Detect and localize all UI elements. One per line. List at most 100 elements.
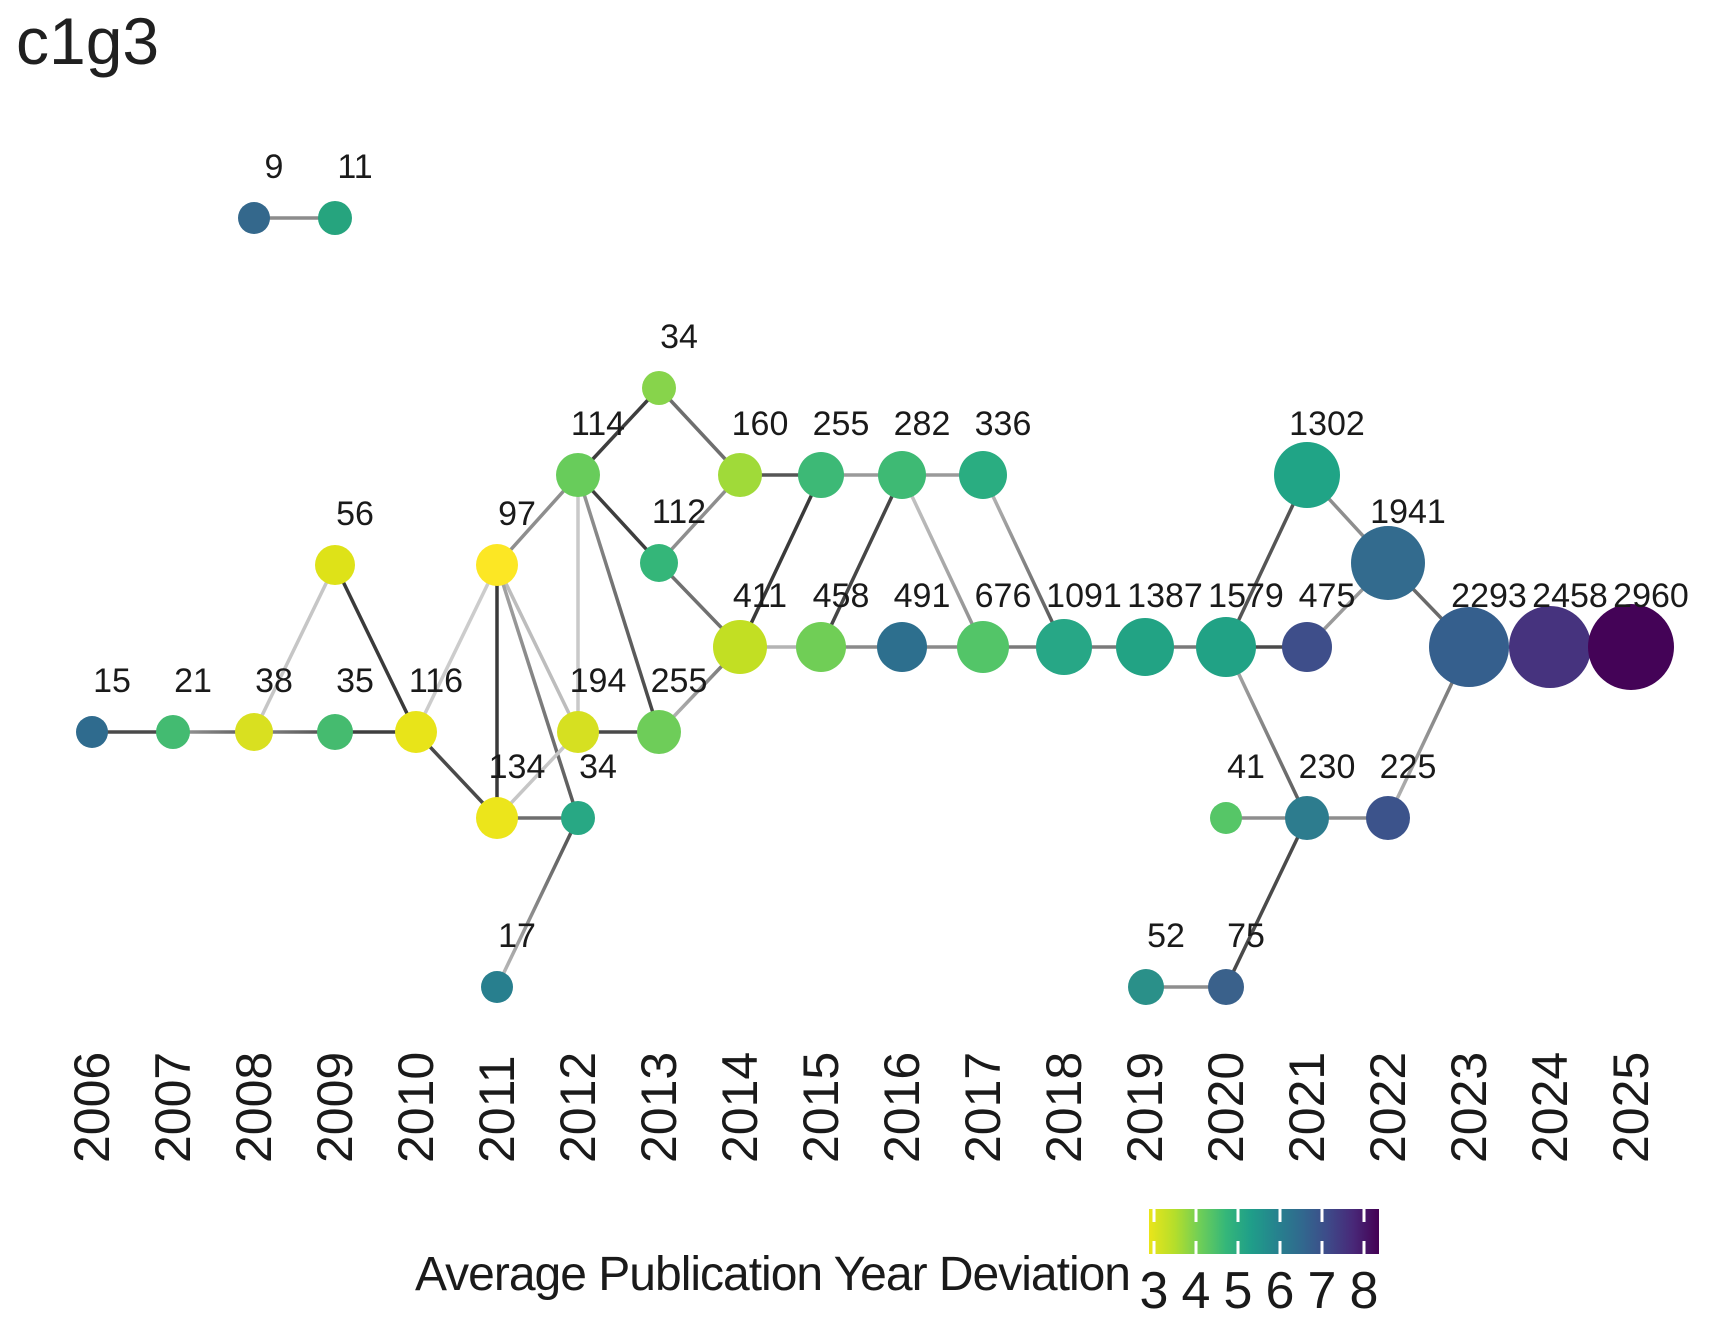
axis-tick-2025: 2025: [1603, 1052, 1659, 1163]
node-label-160: 160: [732, 405, 789, 443]
axis-tick-2006: 2006: [64, 1052, 120, 1163]
node-41: [1210, 802, 1242, 834]
node-1387: [1116, 618, 1174, 676]
node-97: [476, 544, 518, 586]
legend-tick-label-4: 4: [1182, 1262, 1211, 1320]
axis-tick-2024: 2024: [1522, 1052, 1578, 1163]
legend-title: Average Publication Year Deviation: [415, 1248, 1130, 1301]
axis-tick-2013: 2013: [631, 1052, 687, 1163]
node-label-38: 38: [255, 662, 293, 700]
axis-tick-2018: 2018: [1036, 1052, 1092, 1163]
node-134: [476, 797, 518, 839]
node-114: [556, 453, 600, 497]
axis-tick-2022: 2022: [1360, 1052, 1416, 1163]
node-label-225: 225: [1380, 748, 1437, 786]
node-label-34_2013: 34: [660, 318, 698, 356]
node-38: [235, 713, 273, 751]
node-112: [640, 544, 678, 582]
node-34_2013: [642, 371, 676, 405]
node-label-2960: 2960: [1613, 577, 1689, 615]
node-label-1091: 1091: [1046, 577, 1122, 615]
axis-tick-2009: 2009: [307, 1052, 363, 1163]
node-255_2015: [798, 452, 844, 498]
node-160: [718, 453, 762, 497]
node-label-9: 9: [265, 148, 284, 186]
node-label-134: 134: [489, 748, 546, 786]
axis-tick-2020: 2020: [1198, 1052, 1254, 1163]
axis-tick-2021: 2021: [1279, 1052, 1335, 1163]
axis-tick-2019: 2019: [1117, 1052, 1173, 1163]
node-21: [156, 715, 190, 749]
node-label-458: 458: [813, 577, 870, 615]
node-label-2293: 2293: [1451, 577, 1527, 615]
node-label-116: 116: [409, 662, 463, 700]
node-label-475: 475: [1299, 577, 1356, 615]
node-label-layer: 9 11 15 21 38 35 56 116 97 134 17 114 194 34 34 112 255 1…: [93, 148, 1689, 955]
node-2960: [1588, 604, 1674, 690]
axis-tick-2011: 2011: [469, 1055, 525, 1163]
axis-tick-2012: 2012: [550, 1052, 606, 1163]
node-label-1579: 1579: [1208, 577, 1284, 615]
axis-tick-2015: 2015: [793, 1052, 849, 1163]
node-336: [959, 451, 1007, 499]
node-label-1941: 1941: [1370, 493, 1446, 531]
node-label-75: 75: [1227, 917, 1265, 955]
edge-230-75: [1224, 817, 1309, 988]
x-axis: 2006 2007 2008 2009 2010 2011 2012 2013 2014 2015…: [64, 1052, 1659, 1163]
node-label-2458: 2458: [1532, 577, 1608, 615]
node-layer: [76, 201, 1674, 1005]
node-label-255_2013: 255: [651, 662, 708, 700]
node-52: [1128, 969, 1164, 1005]
node-label-21: 21: [174, 662, 212, 700]
node-1579: [1196, 617, 1256, 677]
node-2458: [1509, 606, 1591, 688]
node-491: [877, 622, 927, 672]
node-label-1302: 1302: [1289, 405, 1365, 443]
node-1091: [1036, 619, 1092, 675]
edge-282-676: [900, 474, 985, 648]
edge-282-458: [819, 474, 904, 648]
node-label-411: 411: [733, 577, 787, 615]
node-56: [315, 545, 355, 585]
axis-tick-2007: 2007: [145, 1052, 201, 1163]
node-label-230: 230: [1299, 748, 1356, 786]
node-75: [1208, 969, 1244, 1005]
node-194: [557, 711, 599, 753]
legend-tick-label-5: 5: [1224, 1262, 1253, 1320]
node-label-52: 52: [1147, 917, 1185, 955]
node-label-97: 97: [498, 495, 536, 533]
edge-114-255_2013: [576, 474, 661, 733]
node-676: [957, 621, 1009, 673]
node-label-15: 15: [93, 662, 131, 700]
node-2293: [1429, 607, 1509, 687]
node-9: [238, 202, 270, 234]
axis-tick-2008: 2008: [226, 1052, 282, 1163]
edge-336-1091: [981, 474, 1066, 648]
node-label-35: 35: [336, 662, 374, 700]
legend-tick-label-7: 7: [1308, 1262, 1337, 1320]
edge-116-97: [414, 564, 499, 733]
node-225: [1366, 796, 1410, 840]
node-label-194: 194: [570, 662, 627, 700]
node-11: [318, 201, 352, 235]
axis-tick-2010: 2010: [388, 1052, 444, 1163]
legend-tick-label-3: 3: [1140, 1262, 1169, 1320]
edge-34_2012-17: [495, 817, 580, 988]
node-label-41: 41: [1227, 748, 1265, 786]
node-label-56: 56: [336, 495, 374, 533]
edge-97-34_2012: [495, 564, 580, 819]
axis-tick-2016: 2016: [874, 1052, 930, 1163]
node-116: [395, 711, 437, 753]
node-1302: [1274, 442, 1340, 508]
node-282: [878, 451, 926, 499]
node-label-282: 282: [894, 405, 951, 443]
edge-56-116: [333, 564, 418, 733]
node-35: [317, 714, 353, 750]
node-label-491: 491: [894, 577, 951, 615]
axis-tick-2017: 2017: [955, 1052, 1011, 1163]
node-label-34_2012: 34: [579, 748, 617, 786]
node-15: [76, 716, 108, 748]
legend-colorbar: [1149, 1209, 1379, 1254]
